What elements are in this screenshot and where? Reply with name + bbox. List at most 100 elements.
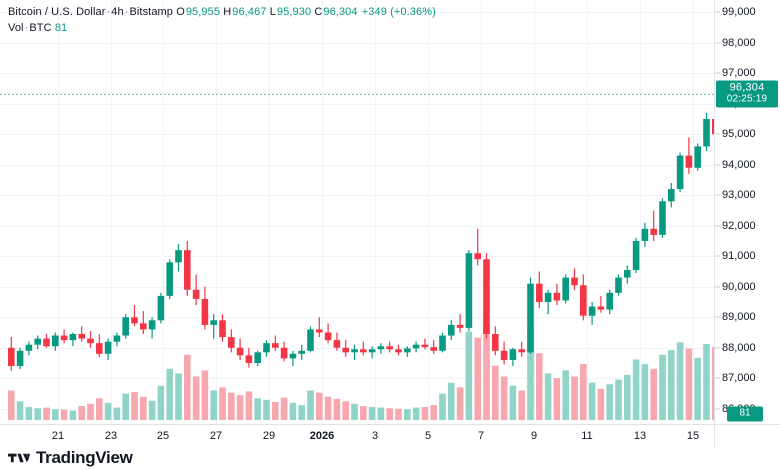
volume-bar [694, 357, 701, 420]
candle-body [272, 343, 279, 348]
candle-body [685, 155, 693, 168]
volume-bar [157, 385, 165, 420]
price-axis-label: 87,000 [722, 372, 756, 385]
candle-body [448, 324, 455, 336]
volume-bar [544, 373, 552, 420]
candle-body [368, 349, 376, 353]
price-axis[interactable]: 99,00098,00097,00096,00095,00094,00093,0… [714, 0, 780, 424]
chart-footer: TradingView [0, 446, 780, 470]
candle-body [536, 283, 543, 302]
candlestick-chart-svg [0, 0, 714, 424]
price-axis-label: 93,000 [722, 189, 756, 202]
candle-body [404, 348, 411, 353]
volume-bar [395, 408, 402, 420]
candle-body [69, 334, 77, 341]
candle-body [483, 259, 490, 335]
volume-bar [228, 392, 235, 420]
price-axis-tick [715, 11, 720, 13]
volume-value-badge[interactable]: 81 [727, 406, 763, 422]
volume-bar [386, 408, 393, 420]
candle-body [298, 350, 305, 354]
candle-body [8, 347, 15, 367]
candlesticks-group [8, 112, 714, 371]
candle-body [104, 341, 112, 354]
bar-countdown: 02:25:19 [726, 93, 768, 105]
volume-bars-group [8, 323, 714, 420]
time-axis-right-cap [714, 425, 780, 447]
volume-bar [360, 406, 367, 420]
candle-body [201, 298, 209, 325]
volume-bar [659, 354, 666, 420]
volume-bar [148, 400, 156, 420]
volume-bar [430, 405, 437, 420]
volume-bar [289, 402, 297, 420]
chart-plot-area[interactable] [0, 0, 714, 424]
candle-body [87, 338, 94, 344]
volume-bar [377, 407, 385, 420]
candle-body [606, 292, 613, 310]
volume-bar [404, 409, 411, 420]
volume-bar [298, 405, 305, 420]
price-axis-tick [715, 72, 720, 74]
candle-body [712, 118, 714, 135]
candle-body [703, 118, 710, 147]
volume-bar [641, 364, 649, 420]
tradingview-logo[interactable]: TradingView [8, 448, 133, 468]
time-axis[interactable]: 21 23 25 27 29 2026 3 5 7 9 11 13 15 [0, 424, 780, 447]
candle-body [131, 317, 138, 324]
time-axis-label: 9 [530, 430, 538, 442]
volume-bar [527, 329, 534, 420]
volume-bar [8, 390, 15, 420]
volume-bar [254, 398, 261, 420]
price-axis-label: 95,000 [722, 128, 756, 141]
candle-body [377, 346, 385, 350]
candle-body [16, 350, 24, 367]
volume-bar [43, 407, 50, 420]
volume-bar [60, 409, 68, 420]
candle-body [474, 253, 481, 260]
volume-bar [456, 387, 464, 420]
volume-bar [34, 408, 41, 420]
volume-bar [448, 382, 455, 420]
volume-bar [201, 370, 209, 420]
candle-body [386, 346, 393, 350]
candle-body [78, 334, 85, 339]
time-axis-label: 27 [209, 430, 223, 442]
candle-body [289, 353, 297, 359]
volume-bar [703, 343, 710, 420]
volume-bar [439, 393, 446, 420]
candle-body [659, 201, 666, 235]
volume-bar [712, 347, 714, 420]
volume-bar [96, 398, 103, 420]
time-axis-label: 5 [424, 430, 432, 442]
price-axis-tick [715, 316, 720, 318]
candle-body [175, 250, 182, 263]
volume-bar [562, 370, 569, 420]
volume-bar [500, 376, 508, 420]
volume-bar [316, 392, 323, 420]
tradingview-logo-icon [8, 453, 30, 463]
current-price-badge[interactable]: 96,304 02:25:19 [716, 80, 778, 108]
volume-bar [245, 391, 253, 420]
candle-body [615, 277, 622, 293]
price-axis-label: 98,000 [722, 36, 756, 49]
candle-body [324, 332, 332, 341]
candle-body [351, 349, 358, 353]
volume-bar [78, 406, 85, 420]
price-axis-tick [715, 225, 720, 227]
candle-body [25, 344, 33, 351]
candle-body [553, 292, 561, 301]
candle-body [571, 277, 578, 286]
tradingview-brand-text: TradingView [36, 448, 133, 467]
price-axis-tick [715, 133, 720, 135]
candle-body [192, 289, 200, 299]
candle-body [500, 350, 508, 360]
time-axis-label: 2026 [309, 430, 335, 442]
current-price-value: 96,304 [729, 81, 765, 94]
volume-bar [210, 390, 217, 420]
time-axis-label: 11 [581, 430, 593, 442]
volume-bar [588, 382, 596, 420]
price-axis-label: 88,000 [722, 341, 756, 354]
time-axis-label: 29 [262, 430, 276, 442]
price-axis-tick [715, 408, 720, 410]
